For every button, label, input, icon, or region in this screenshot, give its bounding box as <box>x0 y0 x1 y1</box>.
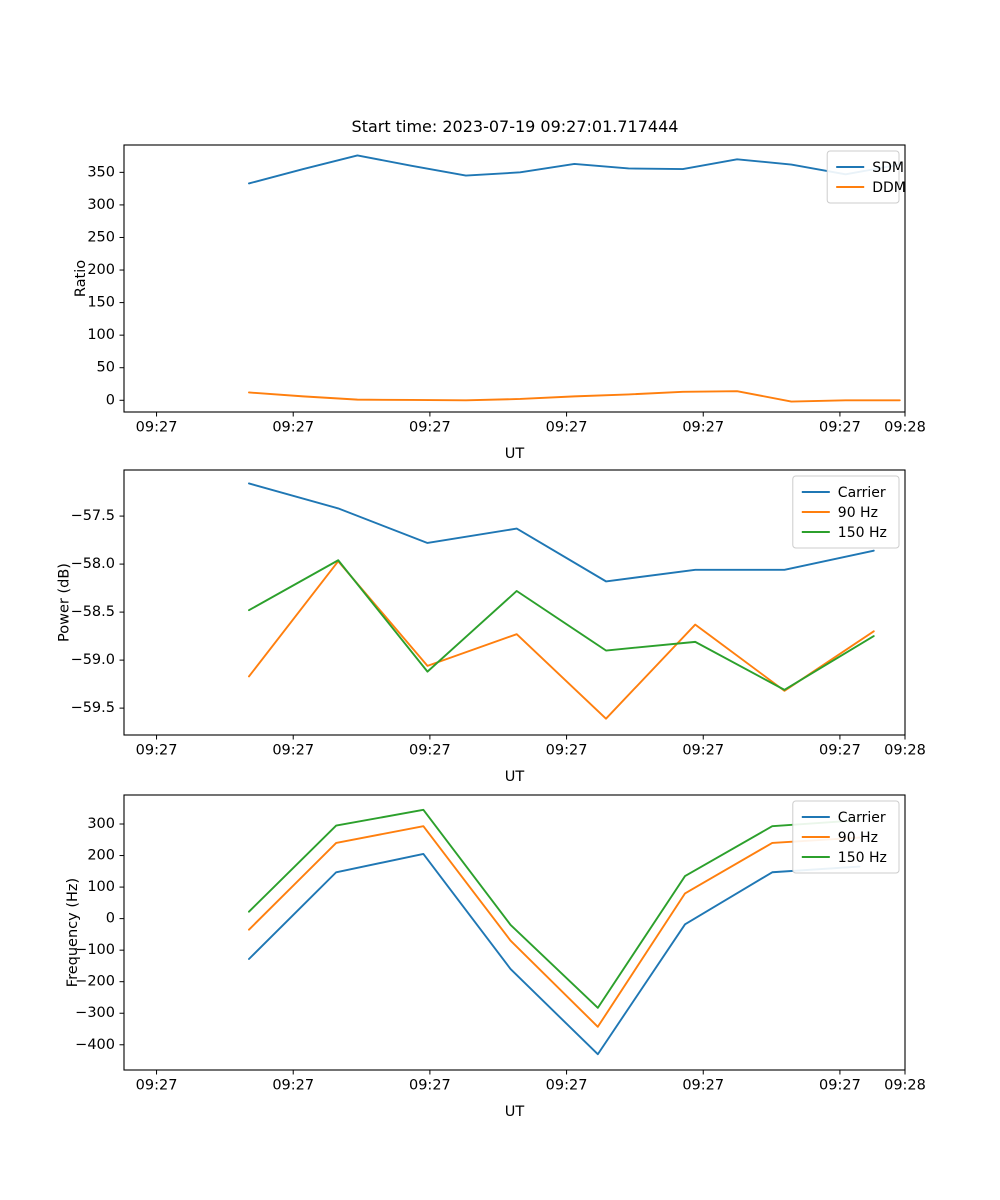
legend-background <box>792 800 900 874</box>
figure-title: Start time: 2023-07-19 09:27:01.717444 <box>352 117 679 136</box>
x-tick-label: 09:27 <box>136 1078 178 1094</box>
y-axis-label: Frequency (Hz) <box>65 878 81 987</box>
series-line-150-hz <box>248 559 875 691</box>
x-tick-label: 09:27 <box>409 1078 451 1094</box>
x-tick-label: 09:27 <box>272 420 314 436</box>
legend-label-ddm: DDM <box>872 180 906 196</box>
x-tick-label: 09:27 <box>272 1078 314 1094</box>
x-tick-label: 09:28 <box>884 743 926 759</box>
x-tick-label: 09:27 <box>546 1078 588 1094</box>
legend[interactable]: Carrier 90 Hz 150 Hz <box>792 800 900 874</box>
x-tick-label: 09:27 <box>546 743 588 759</box>
series-line-90-hz <box>248 825 861 1028</box>
y-axis-label: Ratio <box>73 260 89 297</box>
legend-label-150-hz: 150 Hz <box>838 525 887 541</box>
plot-frame <box>123 469 906 736</box>
y-tick-label: 250 <box>87 229 115 245</box>
y-tick-label: 300 <box>87 197 115 213</box>
y-tick-label: 100 <box>87 327 115 343</box>
legend-label-carrier: Carrier <box>838 485 886 501</box>
legend-background <box>826 150 900 204</box>
y-tick-label: −400 <box>75 1037 115 1053</box>
series-line-sdm <box>248 154 901 185</box>
x-tick-label: 09:27 <box>136 743 178 759</box>
plot-frame <box>123 794 906 1071</box>
legend-label-carrier: Carrier <box>838 810 886 826</box>
y-tick-label: −57.5 <box>71 508 115 524</box>
y-tick-label: 100 <box>87 879 115 895</box>
y-tick-label: 0 <box>106 392 115 408</box>
x-tick-label: 09:28 <box>884 420 926 436</box>
y-tick-label: 50 <box>97 360 115 376</box>
legend[interactable]: SDM DDM <box>826 150 906 204</box>
x-tick-label: 09:27 <box>682 1078 724 1094</box>
y-tick-label: −200 <box>75 974 115 990</box>
y-tick-label: 350 <box>87 164 115 180</box>
panel-ratio: 0 50 100 150 200 250 300 350 09:27 09:27 09:27 09:2… <box>73 144 926 462</box>
x-tick-label: 09:28 <box>884 1078 926 1094</box>
series-line-carrier <box>248 482 875 583</box>
panel-frequency: 300 200 100 0 −100 −200 −300 −400 09:27 09:27 09:2… <box>65 794 926 1120</box>
x-tick-label: 09:27 <box>272 743 314 759</box>
plot-frame <box>123 144 906 413</box>
legend-background <box>792 475 900 549</box>
x-tick-label: 09:27 <box>682 420 724 436</box>
x-tick-label: 09:27 <box>546 420 588 436</box>
x-axis-label: UT <box>505 446 525 462</box>
y-tick-label: 0 <box>106 911 115 927</box>
y-tick-label: −300 <box>75 1005 115 1021</box>
y-tick-label: −58.5 <box>71 604 115 620</box>
y-tick-label: 150 <box>87 295 115 311</box>
legend[interactable]: Carrier 90 Hz 150 Hz <box>792 475 900 549</box>
y-tick-label: 300 <box>87 816 115 832</box>
y-tick-label: −59.5 <box>71 700 115 716</box>
x-axis-label: UT <box>505 1104 525 1120</box>
series-line-ddm <box>248 390 901 403</box>
x-axis-label: UT <box>505 769 525 785</box>
legend-label-sdm: SDM <box>872 160 904 176</box>
x-tick-label: 09:27 <box>409 743 451 759</box>
x-tick-label: 09:27 <box>819 420 861 436</box>
series-line-carrier <box>248 853 861 1056</box>
y-tick-label: −58.0 <box>71 556 115 572</box>
x-tick-label: 09:27 <box>819 1078 861 1094</box>
x-tick-label: 09:27 <box>409 420 451 436</box>
y-tick-label: 200 <box>87 262 115 278</box>
series-line-150-hz <box>248 808 861 1009</box>
x-tick-label: 09:27 <box>136 420 178 436</box>
y-tick-label: −100 <box>75 942 115 958</box>
legend-label-150-hz: 150 Hz <box>838 850 887 866</box>
x-tick-label: 09:27 <box>819 743 861 759</box>
x-tick-label: 09:27 <box>682 743 724 759</box>
y-axis-label: Power (dB) <box>57 563 73 642</box>
legend-label-90-hz: 90 Hz <box>838 830 878 846</box>
legend-label-90-hz: 90 Hz <box>838 505 878 521</box>
y-tick-label: 200 <box>87 848 115 864</box>
panel-power: −57.5 −58.0 −58.5 −59.0 −59.5 09:27 09:27 09:27… <box>57 469 926 785</box>
y-tick-label: −59.0 <box>71 652 115 668</box>
